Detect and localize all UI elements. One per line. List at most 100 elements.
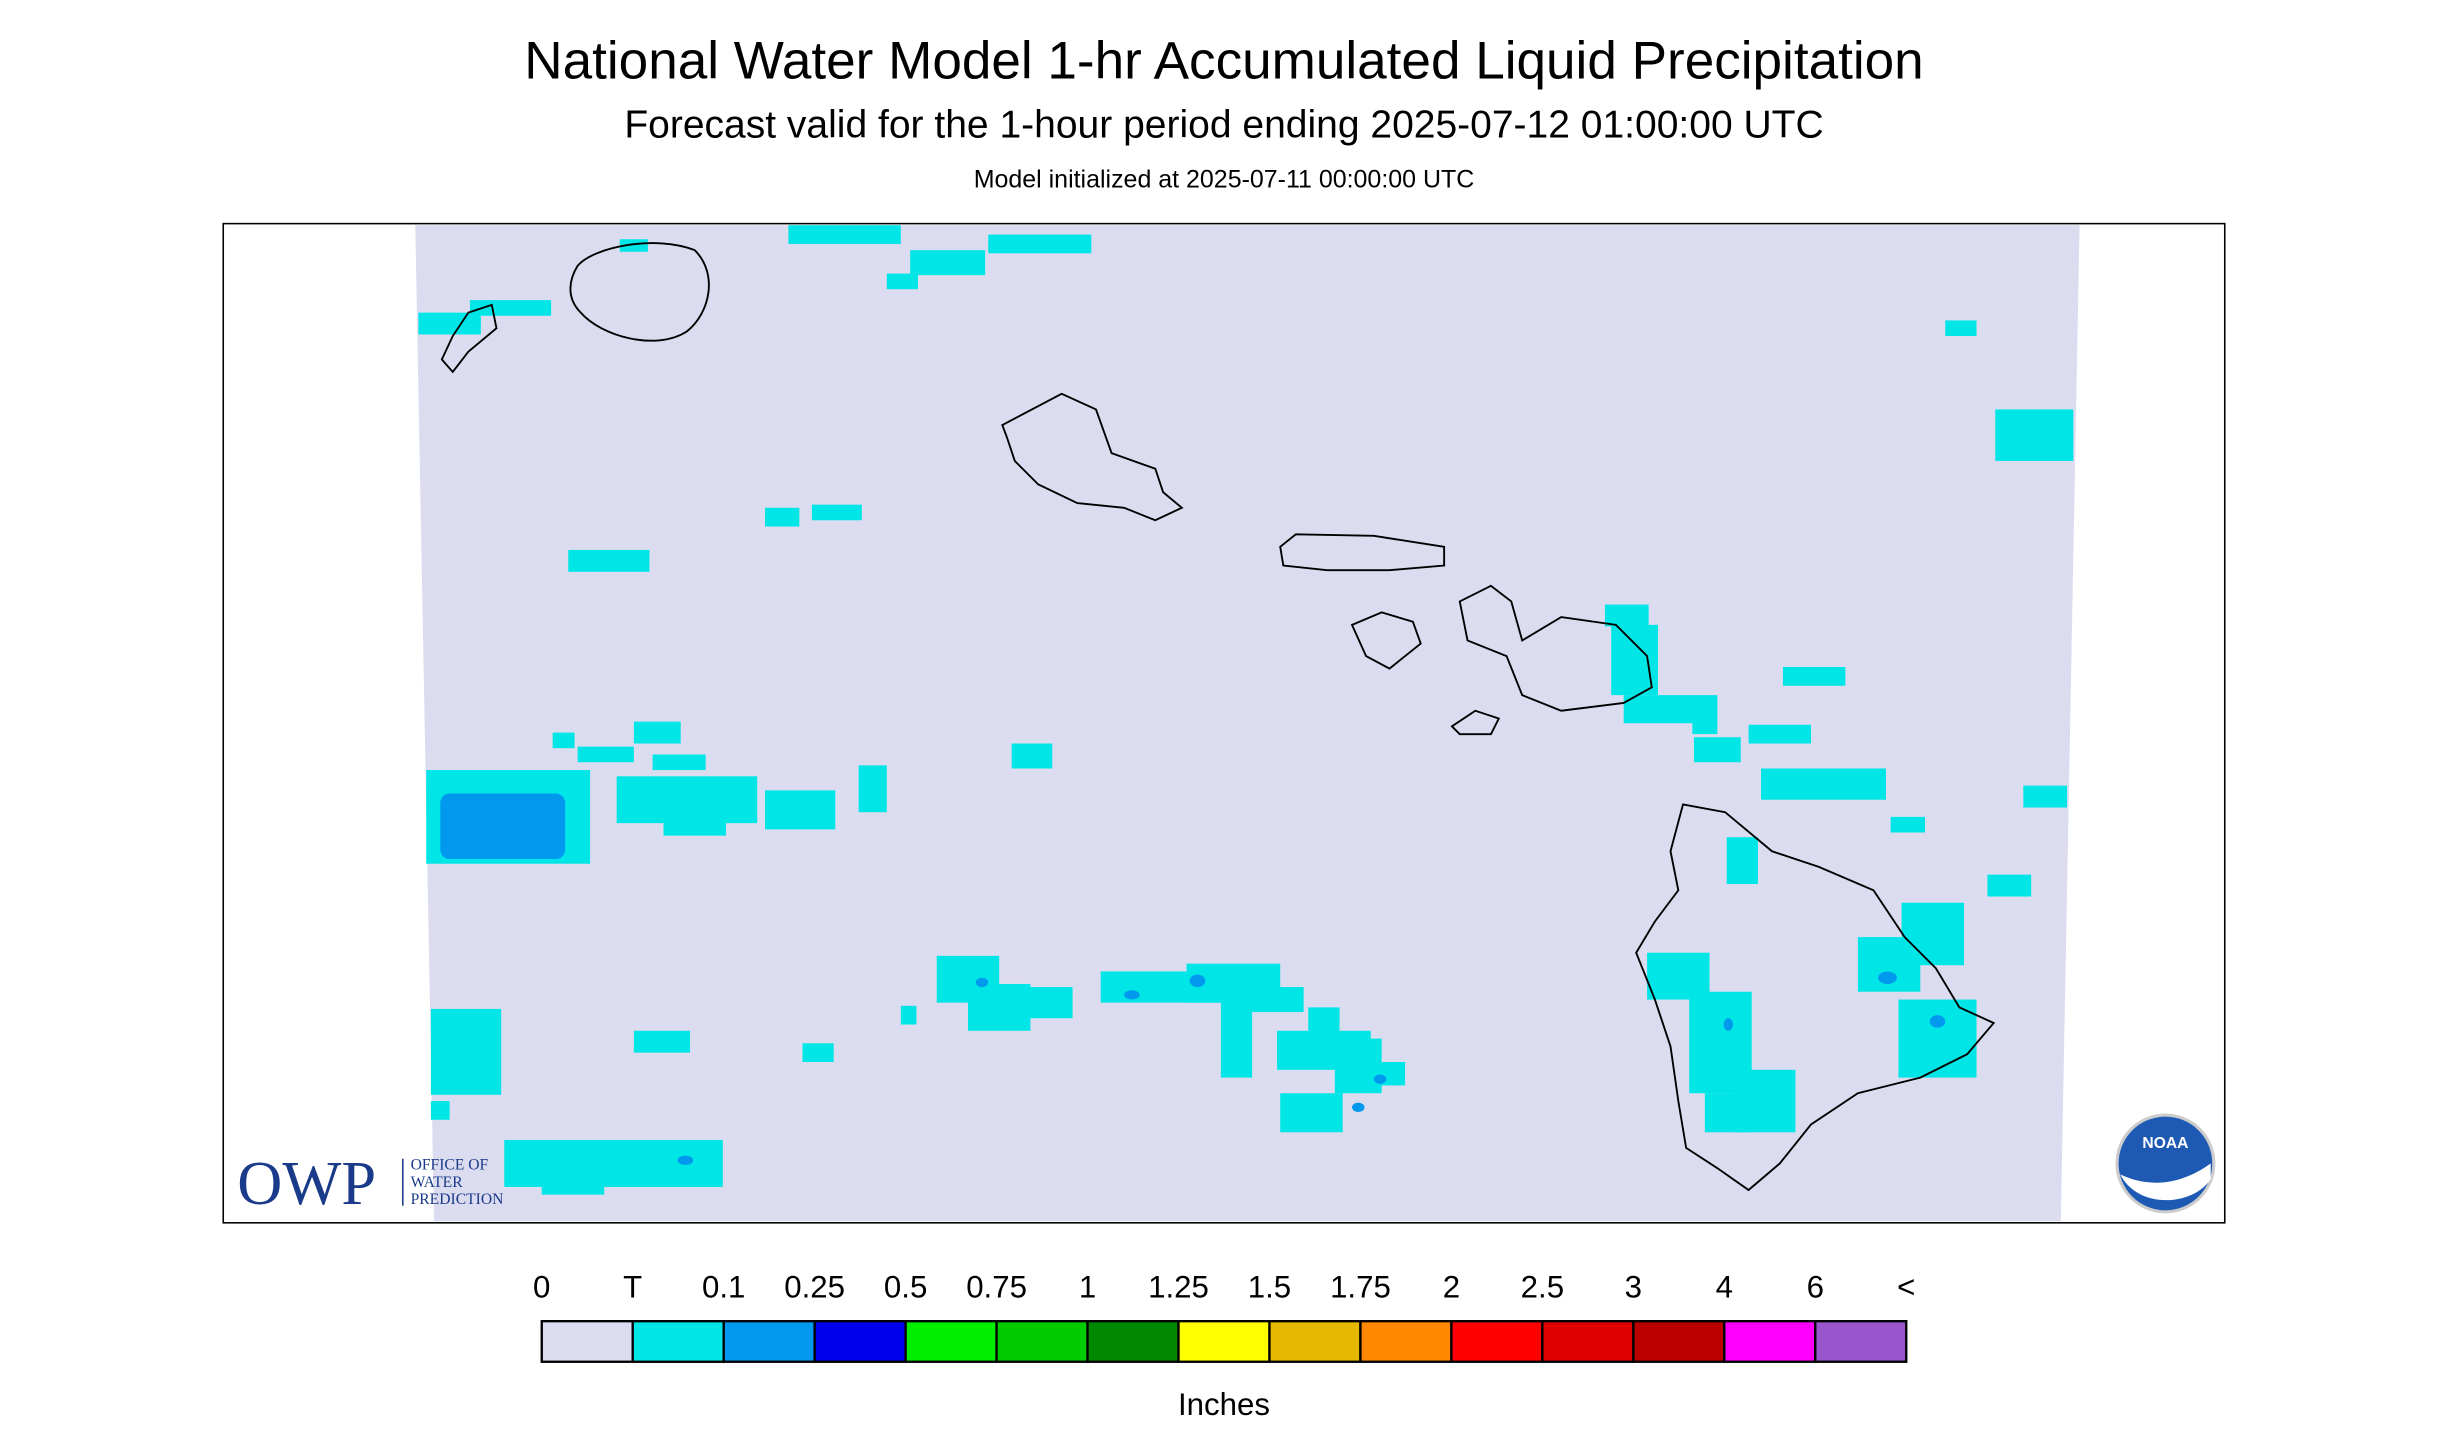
- precip-cell: [967, 983, 1031, 1031]
- legend-label: 1.25: [1148, 1270, 1209, 1305]
- precip-cell: [619, 239, 648, 252]
- legend-swatch: [540, 1319, 634, 1363]
- legend-label: 0: [533, 1270, 550, 1305]
- precip-cell: [1761, 768, 1886, 800]
- noaa-logo: NOAA: [2115, 1113, 2216, 1214]
- legend-swatch: [1814, 1319, 1908, 1363]
- precip-cell: [1878, 971, 1897, 984]
- legend-label: 0.25: [784, 1270, 845, 1305]
- precip-cell: [552, 732, 575, 749]
- precip-cell: [1189, 974, 1206, 988]
- title: National Water Model 1-hr Accumulated Li…: [524, 31, 1923, 90]
- owp-line: PREDICTION: [411, 1191, 504, 1208]
- precip-cell: [1623, 695, 1718, 724]
- legend-label: 0.5: [884, 1270, 927, 1305]
- legend-label: 0.1: [702, 1270, 745, 1305]
- legend-swatch: [722, 1319, 816, 1363]
- precip-cell: [1241, 987, 1304, 1013]
- precip-cell: [1280, 1093, 1343, 1133]
- legend-swatch: [813, 1319, 907, 1363]
- precip-cell: [1929, 1015, 1946, 1028]
- precip-cell: [568, 549, 650, 572]
- precip-cell: [1692, 721, 1718, 735]
- maui: [1458, 584, 1653, 712]
- precip-cell: [1693, 737, 1741, 763]
- precip-cell: [633, 1030, 691, 1053]
- precip-cell: [765, 507, 800, 527]
- legend-label: 2: [1443, 1270, 1460, 1305]
- precip-cell: [1373, 1074, 1387, 1084]
- precip-cell: [1782, 667, 1846, 686]
- precip-cell: [886, 273, 918, 290]
- precip-light: [440, 793, 1946, 1166]
- precip-cell: [1604, 604, 1649, 627]
- legend-swatch: [1177, 1319, 1271, 1363]
- noaa-text: NOAA: [2142, 1135, 2188, 1152]
- molokai: [1279, 533, 1446, 572]
- precip-cell: [1352, 1102, 1365, 1112]
- legend-label: 3: [1625, 1270, 1642, 1305]
- precip-cell: [452, 1074, 494, 1091]
- precip-cell: [802, 1043, 834, 1063]
- legend-label: 2.5: [1521, 1270, 1564, 1305]
- precip-cell: [633, 721, 681, 744]
- legend-swatch: [904, 1319, 998, 1363]
- precip-cell: [1890, 816, 1925, 833]
- kauai: [569, 242, 710, 342]
- kahoolawe: [1450, 709, 1501, 736]
- precip-cell: [652, 754, 706, 771]
- precip-cell: [788, 225, 901, 244]
- precip-cell: [858, 765, 887, 813]
- precip-cell: [1898, 999, 1977, 1078]
- precip-cell: [577, 746, 634, 763]
- owp-logo: OWP OFFICE OF WATER PREDICTION: [237, 1148, 503, 1218]
- precip-cell: [1748, 724, 1812, 744]
- precip-cell: [765, 790, 836, 830]
- legend-label: 1.5: [1248, 1270, 1291, 1305]
- noaa-bird: [2120, 1163, 2211, 1201]
- legend-unit: Inches: [1178, 1387, 1270, 1422]
- precip-cell: [1987, 874, 2032, 897]
- legend-swatch: [1632, 1319, 1726, 1363]
- precip-cell: [430, 1101, 450, 1120]
- precip-cell: [910, 250, 986, 276]
- legend-swatch: [1359, 1319, 1453, 1363]
- init-time: Model initialized at 2025-07-11 00:00:00…: [974, 166, 1475, 194]
- legend-swatch: [1723, 1319, 1817, 1363]
- legend-swatch: [1086, 1319, 1180, 1363]
- precip-cell: [988, 234, 1092, 254]
- legend-label: 0.75: [966, 1270, 1027, 1305]
- precip-cell: [900, 1005, 917, 1025]
- precip-cell: [677, 1155, 694, 1166]
- legend-label: <: [1897, 1270, 1915, 1305]
- legend-swatch: [1450, 1319, 1544, 1363]
- legend-swatch: [1268, 1319, 1362, 1363]
- hawaii-island: [1635, 803, 1996, 1192]
- precip-cell: [975, 977, 989, 988]
- owp-line: OFFICE OF: [411, 1157, 489, 1174]
- precip-cell: [811, 504, 862, 521]
- precip-cell: [1022, 987, 1073, 1019]
- legend-swatch: [995, 1319, 1089, 1363]
- precip-cell: [1723, 1018, 1733, 1031]
- oahu: [1001, 392, 1184, 522]
- legend-label: 1: [1079, 1270, 1096, 1305]
- legend-label: T: [623, 1270, 642, 1305]
- precip-cell: [1124, 990, 1140, 1000]
- precip-cell: [469, 300, 552, 316]
- precip-cell: [2023, 785, 2068, 808]
- precip-cell: [1704, 1093, 1752, 1133]
- owp-mark: OWP: [237, 1148, 376, 1218]
- precip-cell: [1358, 1062, 1406, 1086]
- legend-label: 4: [1716, 1270, 1733, 1305]
- precip-cell: [1220, 999, 1253, 1078]
- precip-cell: [1308, 1007, 1340, 1039]
- subtitle: Forecast valid for the 1-hour period end…: [624, 104, 1823, 147]
- legend-swatch: [1541, 1319, 1635, 1363]
- precip-cell: [541, 1163, 605, 1195]
- precip-cell: [1611, 624, 1659, 696]
- legend-label: 6: [1807, 1270, 1824, 1305]
- lanai: [1350, 611, 1422, 670]
- legend: 0 T 0.1 0.25 0.5 0.75 1 1.25 1.5 1.75 2 2.5 3 4 6 <: [533, 1270, 1915, 1363]
